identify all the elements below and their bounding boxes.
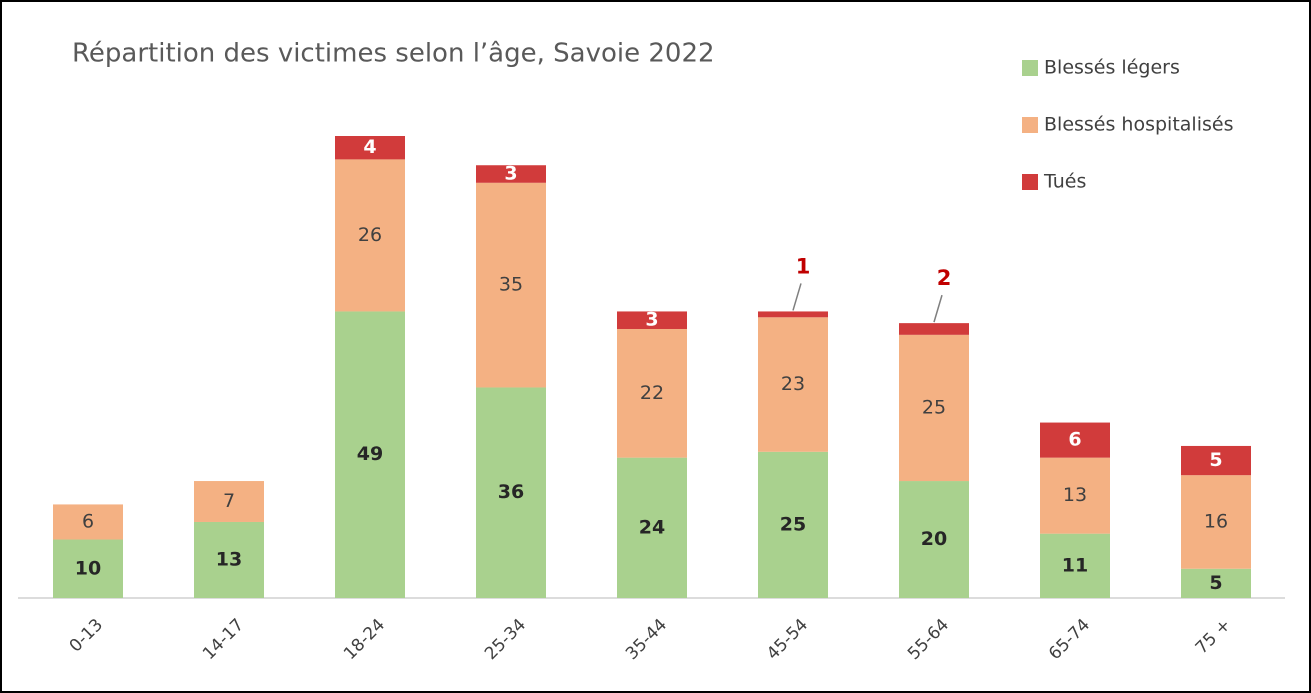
bar-segment	[899, 481, 969, 598]
bar-segment	[899, 334, 969, 482]
data-label: 26	[358, 224, 382, 246]
bar-segment	[53, 504, 123, 540]
legend-label: Blessés hospitalisés	[1044, 114, 1233, 136]
bar-segment	[1040, 457, 1110, 534]
bar-segment	[1181, 445, 1251, 476]
bar-segment	[758, 317, 828, 452]
bar-segment	[335, 136, 405, 160]
data-label: 24	[639, 516, 665, 538]
data-label: 7	[223, 490, 235, 512]
data-label: 1	[796, 254, 811, 278]
bar-segment	[476, 182, 546, 388]
bar-segment	[335, 159, 405, 312]
legend-swatch	[1022, 117, 1038, 133]
data-label: 4	[363, 136, 376, 158]
bar-segment	[335, 311, 405, 598]
data-label: 2	[937, 266, 952, 290]
bar-segment	[476, 165, 546, 183]
data-label: 5	[1209, 572, 1222, 594]
data-label: 22	[640, 382, 664, 404]
bar-segment	[1040, 533, 1110, 598]
data-label: 3	[504, 163, 517, 185]
bar-segment	[758, 451, 828, 598]
legend-swatch	[1022, 60, 1038, 76]
bar-segment	[617, 328, 687, 458]
data-label: 11	[1062, 554, 1088, 576]
data-label: 10	[75, 557, 101, 579]
data-label: 6	[1068, 429, 1081, 451]
bar-segment	[476, 387, 546, 598]
bar-segment	[53, 539, 123, 598]
bar-segment	[1040, 422, 1110, 458]
data-label: 13	[1063, 484, 1087, 506]
data-label: 25	[922, 396, 946, 418]
data-label: 23	[781, 373, 805, 395]
data-label: 49	[357, 443, 383, 465]
leader-line	[933, 294, 943, 323]
data-label: 3	[645, 309, 658, 331]
data-label: 13	[216, 548, 242, 570]
data-label: 20	[921, 528, 947, 550]
data-label: 25	[780, 513, 806, 535]
bar-segment	[617, 457, 687, 598]
bar-segment	[1181, 568, 1251, 598]
data-label: 5	[1209, 449, 1222, 471]
data-label: 6	[82, 510, 94, 532]
legend-swatch	[1022, 174, 1038, 190]
bar-segment	[758, 311, 828, 318]
data-label: 16	[1204, 510, 1228, 532]
bar-segment	[194, 521, 264, 598]
bar-segment	[1181, 475, 1251, 569]
legend-label: Tués	[1043, 171, 1086, 193]
bar-segment	[194, 481, 264, 522]
legend-label: Blessés légers	[1044, 57, 1180, 79]
leader-line	[792, 283, 802, 311]
data-label: 36	[498, 481, 524, 503]
bar-segment	[617, 311, 687, 329]
data-label: 35	[499, 274, 523, 296]
chart-title: Répartition des victimes selon l’âge, Sa…	[72, 39, 715, 69]
bar-segment	[899, 323, 969, 335]
